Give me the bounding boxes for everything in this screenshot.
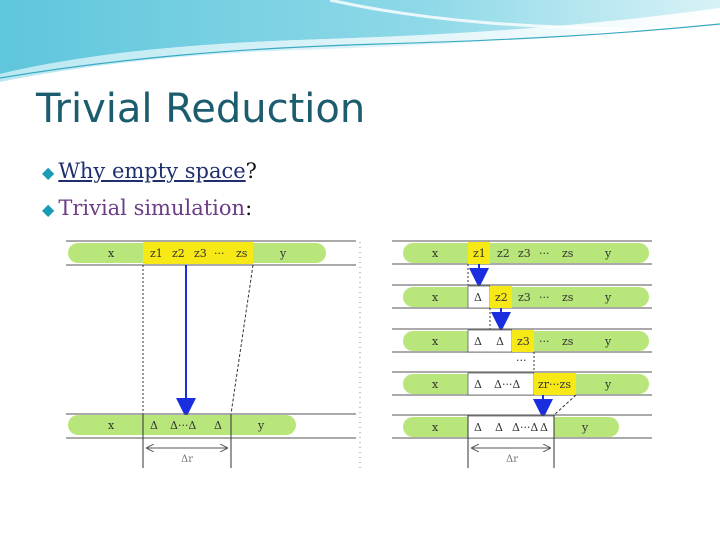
header-swoosh-decoration [0, 0, 720, 82]
left-diagram: x z1 z2 z3 ··· zs y x Δ Δ···Δ Δ y Δr [66, 240, 356, 469]
row3-y: y [604, 335, 612, 348]
cell-dots: ··· [214, 247, 225, 260]
cell-zs: zs [236, 247, 248, 260]
right-diagram: x z1 z2 z3 ··· zs y x Δ z2 z3 ··· zs y x… [392, 240, 652, 469]
row3-x: x [432, 335, 439, 348]
row1-zs: zs [562, 247, 574, 260]
row1-z2: z2 [497, 247, 510, 260]
row4-y: y [604, 378, 612, 391]
row5-c2: Δ [495, 421, 503, 434]
row1-z1: z1 [473, 247, 486, 260]
diamond-bullet-icon: ◆ [42, 163, 55, 182]
bottom-cell-delta-run: Δ···Δ [170, 419, 196, 432]
row4-c3: zr···zs [538, 378, 571, 391]
bullet-suffix: ? [245, 159, 257, 183]
row5-c3: Δ···Δ [512, 421, 538, 434]
row2-c4: ··· [539, 291, 550, 304]
row2-x: x [432, 291, 439, 304]
row4-c2: Δ···Δ [494, 378, 520, 391]
rows-ellipsis: ··· [516, 354, 527, 367]
bullet-trivial-simulation: ◆ Trivial simulation: [42, 196, 252, 220]
row5-y: y [581, 421, 589, 434]
slide-title: Trivial Reduction [36, 86, 366, 132]
why-empty-space-link[interactable]: Why empty space [58, 159, 246, 183]
diamond-bullet-icon: ◆ [42, 200, 55, 219]
row5-x: x [432, 421, 439, 434]
row4-c1: Δ [474, 378, 482, 391]
right-dimension-label: Δr [506, 454, 518, 465]
row3-c5: zs [562, 335, 574, 348]
row1-x: x [432, 247, 439, 260]
row3-c1: Δ [474, 335, 482, 348]
yellow-cells-block [143, 242, 253, 264]
bottom-cell-delta: Δ [150, 419, 158, 432]
cell-z3: z3 [194, 247, 207, 260]
row1-z3: z3 [518, 247, 531, 260]
row2-y: y [604, 291, 612, 304]
row5-c4: Δ [540, 421, 548, 434]
bottom-cell-delta-end: Δ [214, 419, 222, 432]
bottom-tape [68, 415, 296, 435]
row2-c3: z3 [518, 291, 531, 304]
bottom-y-label: y [257, 419, 265, 432]
bullet-suffix: : [245, 196, 253, 220]
bullet-why-empty-space: ◆ Why empty space? [42, 159, 257, 183]
row5-c1: Δ [474, 421, 482, 434]
cell-z2: z2 [172, 247, 185, 260]
cell-z1: z1 [150, 247, 163, 260]
bottom-x-label: x [108, 419, 115, 432]
tape-y-label: y [279, 247, 287, 260]
dimension-label: Δr [181, 454, 193, 465]
row4-x: x [432, 378, 439, 391]
row3-c4: ··· [539, 335, 550, 348]
row2-c2: z2 [495, 291, 508, 304]
tape-x-label: x [108, 247, 115, 260]
row3-c3: z3 [517, 335, 530, 348]
row2-c5: zs [562, 291, 574, 304]
row2-c1: Δ [474, 291, 482, 304]
trivial-simulation-text: Trivial simulation [58, 196, 246, 220]
row3-c2: Δ [496, 335, 504, 348]
row1-dots: ··· [539, 247, 550, 260]
row1-y: y [604, 247, 612, 260]
